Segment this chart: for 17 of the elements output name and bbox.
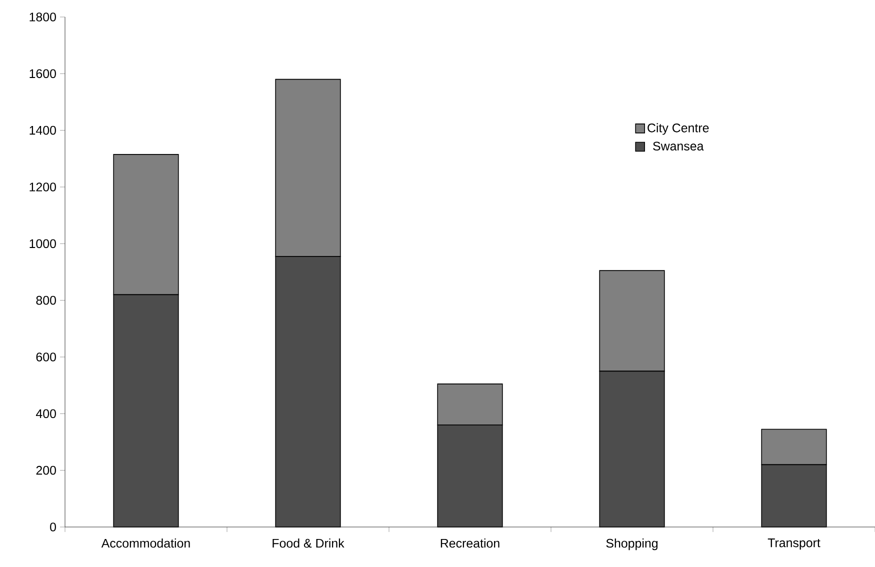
x-tick-label: Food & Drink	[272, 538, 344, 548]
y-tick-label: 1600	[30, 69, 56, 78]
y-tick-label: 1800	[30, 12, 56, 22]
y-tick-label: 400	[36, 409, 56, 418]
y-tick-label: 600	[36, 352, 56, 362]
legend-label: Swansea	[653, 142, 704, 151]
x-tick-label: Shopping	[606, 538, 658, 550]
y-tick-label: 1400	[30, 126, 56, 135]
x-tick-label: Accommodation	[101, 538, 190, 548]
y-tick-label: 1200	[30, 182, 56, 192]
y-tick-label: 1000	[30, 239, 56, 248]
y-tick-label: 0	[50, 522, 56, 532]
y-tick-label: 200	[36, 466, 56, 475]
legend-label: City Centre	[648, 123, 709, 135]
x-tick-label: Recreation	[440, 538, 500, 548]
x-tick-label: Transport	[768, 538, 820, 550]
y-tick-label: 800	[36, 296, 56, 305]
